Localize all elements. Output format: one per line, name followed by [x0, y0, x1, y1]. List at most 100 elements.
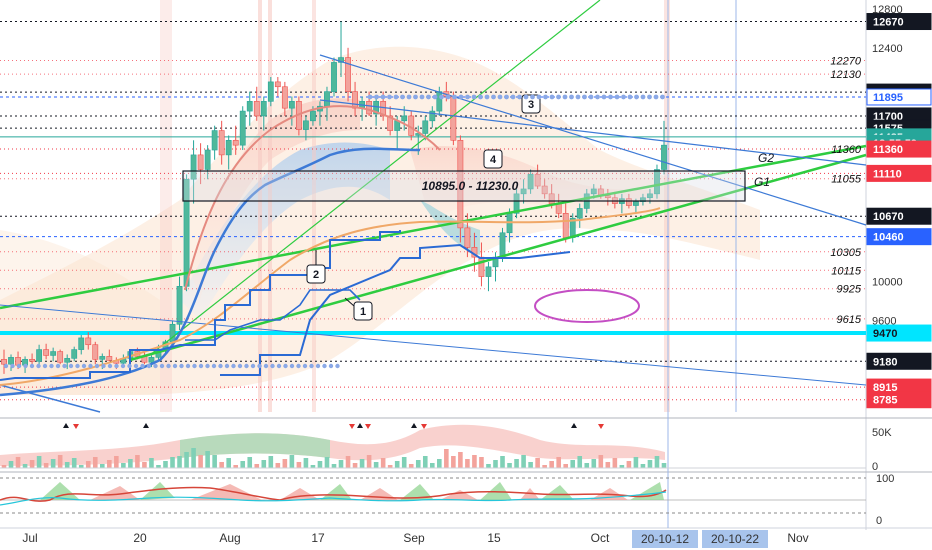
volume-bar — [198, 455, 203, 468]
time-axis[interactable]: Jul 20 Aug 17 Sep 15 Oct Nov 20-10-12 20-10-22 — [22, 530, 809, 548]
signal-marker — [571, 423, 577, 428]
date-badge-20-10-12[interactable]: 20-10-12 — [632, 530, 698, 548]
candle-body — [310, 110, 316, 122]
band-dot — [536, 94, 542, 100]
price-badge-12670[interactable]: 12670 — [866, 13, 932, 31]
candle-body — [176, 286, 183, 325]
volume-bar — [36, 456, 42, 468]
volume-bar — [422, 456, 428, 468]
volume-bar — [563, 464, 569, 468]
volume-bar — [8, 461, 14, 468]
callout-3[interactable]: 3 — [521, 94, 541, 114]
price-badge-10460[interactable]: 10460 — [866, 228, 932, 246]
trendline-blue-down-1[interactable] — [319, 54, 867, 226]
callout-2[interactable]: 2 — [306, 264, 326, 284]
candle-body — [499, 232, 506, 258]
oscillator-pane[interactable]: 100 0 — [0, 473, 894, 527]
volume-bar — [429, 463, 435, 468]
candle-body — [640, 197, 646, 202]
candle-body — [57, 351, 64, 363]
volume-bar — [310, 465, 316, 468]
highlight-ellipse[interactable] — [534, 289, 640, 323]
volume-bar — [29, 460, 35, 468]
band-dot — [387, 94, 392, 100]
candle-body — [625, 198, 632, 206]
volume-bar — [500, 456, 505, 468]
volume-bar — [654, 456, 660, 468]
trendline-green-steep[interactable] — [149, 0, 601, 356]
price-tick-label: 12800 — [872, 4, 903, 16]
candle-body — [401, 115, 408, 122]
trendline-blue-bottom-2[interactable] — [0, 384, 101, 413]
volume-bar — [170, 457, 175, 468]
volume-bar — [556, 457, 561, 468]
volume-bar — [163, 461, 168, 468]
price-axis[interactable] — [866, 0, 932, 530]
volume-bar — [324, 457, 330, 468]
trendline-blue-down-2[interactable] — [319, 99, 867, 166]
signal-marker — [73, 424, 79, 429]
time-tick-label: Aug — [219, 531, 240, 545]
price-badge-11110[interactable]: 11110 — [866, 164, 932, 182]
callout-label: 3 — [528, 99, 534, 111]
band-dot — [211, 363, 217, 369]
volume-bar — [338, 460, 344, 468]
band-dot — [49, 363, 54, 369]
volume-bar — [359, 459, 365, 468]
price-badge-9180[interactable]: 9180 — [866, 352, 932, 370]
callout-4[interactable]: 4 — [483, 149, 503, 169]
price-badge-10670[interactable]: 10670 — [866, 207, 932, 225]
price-badge-11895[interactable]: 11895 — [866, 88, 932, 106]
band-dot — [237, 363, 243, 369]
volume-bar — [261, 460, 267, 468]
price-badge-text: 11110 — [873, 168, 902, 180]
candle-body — [29, 359, 35, 362]
volume-bar — [107, 460, 112, 468]
volume-bar — [268, 456, 274, 468]
candle-body — [373, 101, 380, 115]
band-dot — [192, 363, 197, 369]
level-label: 12270 — [830, 55, 861, 67]
volume-bar — [507, 463, 512, 468]
band-dot — [296, 363, 301, 369]
band-dot — [224, 363, 230, 369]
callout-1[interactable]: 1 — [353, 301, 373, 321]
signal-marker — [63, 423, 69, 428]
candle-body — [218, 130, 225, 156]
band-dot — [627, 94, 633, 100]
price-badge-text: 8915 — [873, 382, 897, 394]
trendline-green-upper[interactable] — [0, 144, 867, 310]
band-dot — [608, 94, 613, 100]
band-dot — [257, 363, 262, 369]
band-dot — [133, 363, 139, 369]
volume-pane[interactable]: 50K 0 — [0, 423, 892, 473]
range-box-rect[interactable] — [182, 170, 746, 202]
osc-tick-label: 100 — [876, 473, 894, 485]
signal-marker — [349, 424, 355, 429]
band-dot — [328, 363, 334, 369]
time-tick-label: Sep — [403, 531, 425, 545]
price-badge-11360[interactable]: 11360 — [866, 140, 932, 158]
band-dot — [413, 94, 418, 100]
volume-bar — [303, 458, 309, 468]
signal-marker — [411, 423, 417, 428]
band-dot — [55, 363, 61, 369]
price-badge-8785[interactable]: 8785 — [866, 391, 932, 409]
volume-bar — [521, 455, 526, 468]
band-dot — [302, 363, 308, 369]
volume-bar — [619, 465, 625, 468]
price-badge-9470[interactable]: 9470 — [866, 324, 932, 342]
date-badge-20-10-22[interactable]: 20-10-22 — [702, 530, 768, 548]
volume-bar — [612, 458, 618, 468]
price-badge-text: 9470 — [873, 328, 897, 340]
trendline-blue-bottom[interactable] — [0, 304, 867, 386]
band-dot — [315, 363, 321, 369]
callouts: 1 2 3 4 — [306, 94, 541, 321]
candle-body — [387, 115, 394, 131]
band-dot — [218, 363, 223, 369]
band-dot — [406, 94, 412, 100]
range-box[interactable]: 10895.0 - 11230.0 — [182, 170, 746, 202]
candle-body — [345, 57, 351, 92]
band-dot — [62, 363, 67, 369]
